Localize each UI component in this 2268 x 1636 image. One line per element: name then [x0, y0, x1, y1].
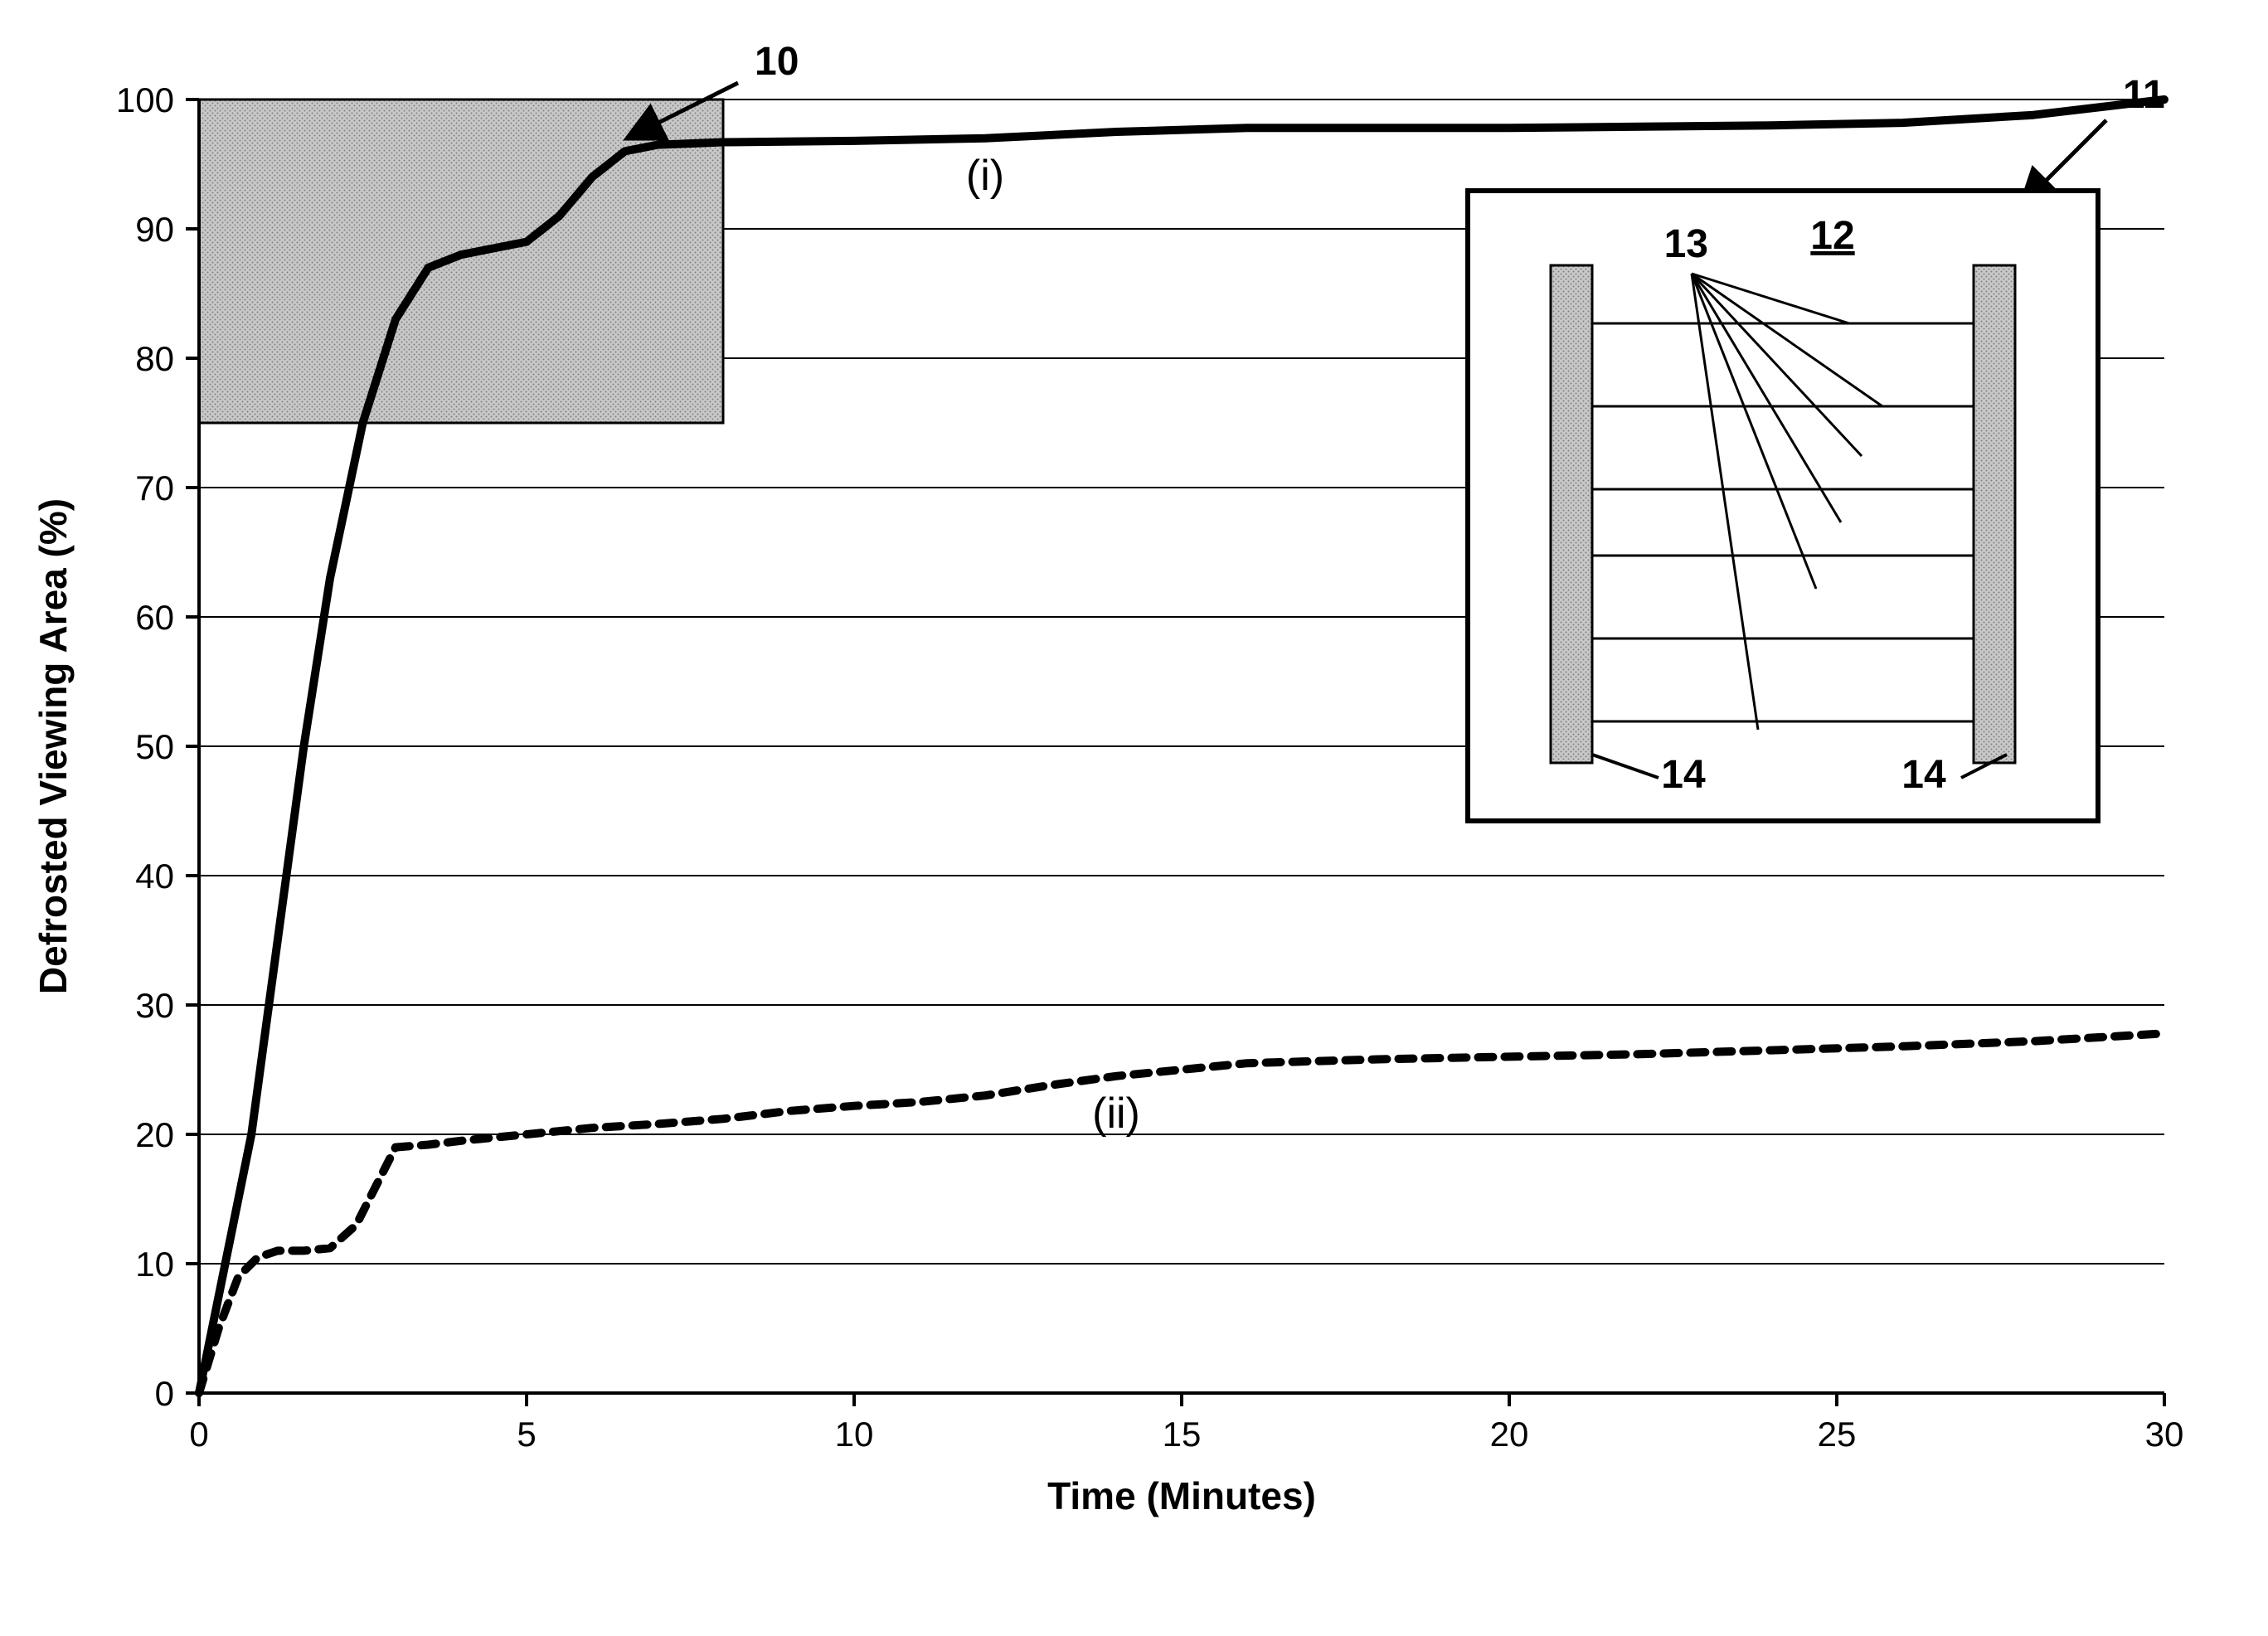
y-axis-label: Defrosted Viewing Area (%) — [32, 498, 75, 994]
y-tick-label: 0 — [155, 1374, 174, 1413]
busbar-14-left — [1551, 265, 1592, 763]
callout-label-11: 11 — [2123, 73, 2165, 117]
x-tick-label: 0 — [189, 1415, 208, 1454]
inset-label-12: 12 — [1810, 214, 1854, 258]
x-tick-label: 5 — [517, 1415, 536, 1454]
y-tick-label: 90 — [135, 210, 174, 249]
x-tick-label: 10 — [835, 1415, 874, 1454]
inset-label-14-right: 14 — [1901, 753, 1946, 797]
y-tick-label: 10 — [135, 1245, 174, 1284]
y-tick-label: 40 — [135, 857, 174, 896]
y-tick-label: 50 — [135, 727, 174, 766]
x-tick-label: 20 — [1490, 1415, 1529, 1454]
x-tick-label: 30 — [2145, 1415, 2184, 1454]
chart-svg: (i) (ii) 0 10 20 30 40 50 60 70 80 90 100 0 5 10 15 20 25 3… — [0, 0, 2268, 1636]
callout-label-10: 10 — [755, 40, 799, 84]
busbar-14-right — [1974, 265, 2015, 763]
inset-11: 12 13 14 14 — [1468, 191, 2098, 821]
y-tick-label: 60 — [135, 598, 174, 637]
x-axis-label: Time (Minutes) — [1047, 1474, 1316, 1517]
series-label-1: (i) — [966, 152, 1004, 200]
inset-label-14-left: 14 — [1661, 753, 1706, 797]
y-tick-label: 30 — [135, 986, 174, 1025]
inset-label-13: 13 — [1664, 222, 1708, 266]
series-label-2: (ii) — [1092, 1090, 1140, 1138]
y-tick-label: 70 — [135, 468, 174, 507]
y-tick-label: 80 — [135, 339, 174, 378]
y-tick-label: 100 — [116, 80, 174, 119]
y-tick-label: 20 — [135, 1115, 174, 1154]
x-tick-label: 15 — [1163, 1415, 1202, 1454]
chart-container: (i) (ii) 0 10 20 30 40 50 60 70 80 90 100 0 5 10 15 20 25 3… — [0, 0, 2268, 1636]
x-tick-label: 25 — [1818, 1415, 1857, 1454]
